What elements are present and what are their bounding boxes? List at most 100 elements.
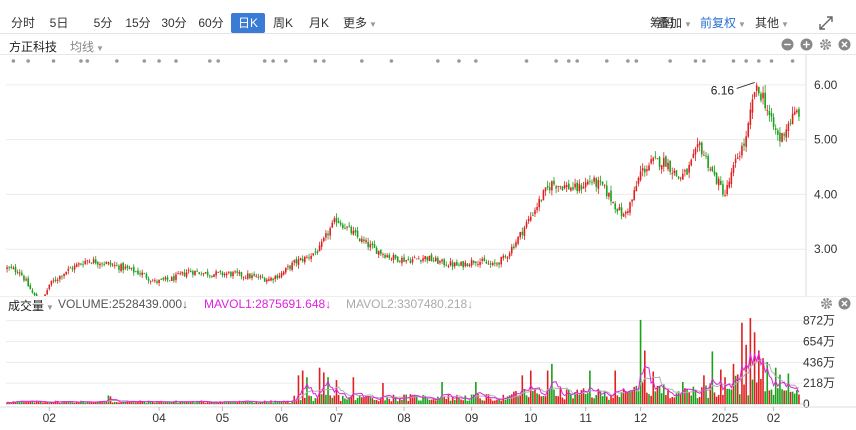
close-icon[interactable]: [838, 38, 851, 51]
volume-bar: [487, 394, 490, 404]
candle-body: [183, 272, 186, 276]
period-tab-5min[interactable]: 5分: [93, 16, 113, 30]
period-tab-weekly[interactable]: 周K: [272, 16, 293, 30]
period-tab-15min[interactable]: 15分: [125, 16, 151, 30]
volume-bar: [591, 397, 593, 404]
volume-bar: [316, 398, 319, 404]
candle-body: [745, 136, 747, 147]
close-icon[interactable]: [838, 297, 851, 310]
period-tab-monthly[interactable]: 月K: [308, 16, 329, 30]
adjust-mode-dropdown[interactable]: 前复权 ▼: [700, 13, 746, 33]
volume-indicator-dropdown[interactable]: 成交量 ▼: [8, 297, 54, 314]
volume-bar: [622, 388, 625, 404]
candle-body: [97, 262, 99, 265]
mavol1-value: MAVOL1:2875691.648↓: [204, 297, 332, 311]
volume-bar: [536, 393, 538, 404]
volume-bar: [339, 401, 342, 404]
candle-body: [272, 278, 274, 281]
candle-body: [177, 273, 179, 275]
volume-bar: [496, 399, 498, 404]
volume-bar: [63, 401, 65, 404]
period-tab-daily[interactable]: 日K: [231, 13, 265, 33]
volume-bar: [82, 401, 84, 404]
candle-body: [565, 184, 568, 188]
other-dropdown[interactable]: 其他 ▼: [755, 13, 789, 33]
volume-bar: [673, 397, 676, 404]
candle-body: [120, 264, 122, 272]
candle-body: [540, 199, 543, 201]
gear-icon[interactable]: [820, 297, 833, 310]
volume-bar: [688, 392, 690, 404]
ma-dropdown[interactable]: 均线 ▼: [70, 38, 104, 55]
minus-icon[interactable]: [781, 38, 794, 51]
volume-bar: [365, 396, 367, 404]
volume-bar: [553, 389, 555, 404]
event-dot: [207, 59, 212, 63]
period-tab-intraday[interactable]: 分时: [10, 16, 35, 30]
candle-body: [344, 227, 346, 229]
candle-body: [164, 277, 167, 280]
volume-bar: [23, 401, 25, 404]
plus-icon[interactable]: [800, 38, 813, 51]
candle-body: [16, 272, 19, 274]
volume-bar: [420, 400, 422, 404]
volume-indicator-label: 成交量: [8, 299, 45, 313]
candle-body: [380, 249, 382, 254]
volume-bar: [796, 390, 798, 404]
candle-body: [284, 267, 287, 273]
volume-bar: [498, 397, 500, 404]
period-tab-60min[interactable]: 60分: [198, 16, 224, 30]
period-tab-30min[interactable]: 30分: [161, 16, 187, 30]
candle-body: [78, 263, 80, 265]
candle-body: [107, 262, 110, 264]
volume-bar: [430, 399, 433, 404]
candle-body: [135, 271, 137, 273]
volume-bar: [358, 394, 361, 404]
volume-chart[interactable]: 872万 654万 436万 218万 0 02 04 05 06 07 08 09 10 11 12 202…: [0, 296, 856, 430]
volume-bar: [164, 402, 167, 404]
volume-bar: [149, 400, 152, 404]
gear-icon[interactable]: [819, 38, 832, 51]
volume-bar: [736, 374, 739, 404]
candle-body: [521, 231, 524, 235]
period-tab-5day[interactable]: 5日: [49, 16, 69, 30]
candle-body: [124, 266, 127, 269]
event-dot: [26, 59, 30, 63]
candle-body: [576, 182, 579, 192]
candle-body: [103, 264, 105, 265]
volume-bar: [132, 401, 135, 404]
volume-bar: [479, 398, 481, 404]
volume-bar: [686, 389, 688, 404]
candle-body: [665, 156, 667, 167]
event-dot: [457, 59, 461, 63]
period-more-dropdown[interactable]: 更多 ▼: [340, 13, 380, 33]
candle-body: [772, 117, 775, 127]
x-tick-label: 02: [43, 411, 57, 425]
candle-body: [101, 263, 103, 265]
volume-bar: [785, 390, 788, 404]
expand-arrows-icon[interactable]: [818, 15, 834, 31]
candle-body: [259, 276, 262, 278]
volume-bar: [793, 393, 796, 404]
candle-body: [582, 186, 585, 189]
candle-body: [523, 227, 526, 236]
candle-body: [116, 265, 118, 267]
volume-bar: [434, 400, 437, 404]
volume-bar: [618, 397, 621, 404]
volume-bar: [605, 396, 608, 404]
candle-body: [711, 166, 714, 172]
volume-bar: [538, 394, 541, 404]
volume-bar: [724, 377, 726, 404]
x-tick-label: 10: [524, 411, 538, 425]
overlay-dropdown[interactable]: 叠加 ▼: [658, 13, 692, 33]
candle-body: [403, 257, 405, 262]
candle-body: [713, 171, 716, 175]
chip-distribution-button[interactable]: 筹码: [650, 16, 675, 30]
volume-bar: [671, 397, 674, 404]
volume-bar: [44, 402, 46, 404]
candlestick-chart[interactable]: 6.00 5.00 4.00 3.00 6.16 1.93: [0, 55, 856, 296]
price-tick-label: 5.00: [814, 133, 838, 147]
candle-body: [54, 279, 57, 281]
candle-body: [396, 256, 399, 262]
candle-body: [701, 142, 703, 155]
